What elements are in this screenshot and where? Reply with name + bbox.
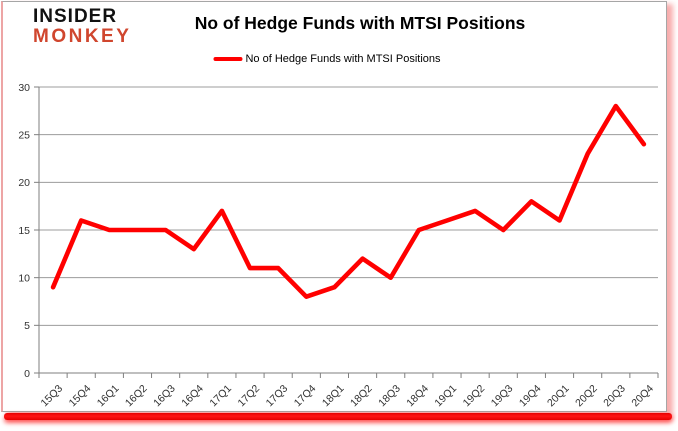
x-tick-label: 17Q3 <box>264 383 291 410</box>
insider-monkey-logo: INSIDER MONKEY <box>33 7 131 46</box>
x-tick-label: 17Q4 <box>292 383 319 410</box>
x-tick-label: 18Q1 <box>320 383 347 410</box>
x-tick-label: 18Q3 <box>376 383 403 410</box>
x-tick-label: 17Q1 <box>207 383 234 410</box>
legend: No of Hedge Funds with MTSI Positions <box>213 53 441 65</box>
logo-line2: MONKEY <box>33 25 132 47</box>
y-tick-label: 5 <box>24 320 30 332</box>
y-tick-label: 25 <box>18 129 30 141</box>
x-tick-label: 20Q1 <box>545 383 572 410</box>
x-tick-label: 20Q2 <box>573 383 600 410</box>
x-tick-label: 19Q1 <box>432 383 459 410</box>
y-tick-label: 0 <box>24 368 30 380</box>
x-tick-label: 15Q4 <box>67 383 94 410</box>
chart-title: No of Hedge Funds with MTSI Positions <box>194 13 526 33</box>
x-tick-label: 16Q4 <box>179 383 206 410</box>
x-tick-label: 17Q2 <box>235 383 262 410</box>
x-tick-label: 20Q4 <box>629 383 656 410</box>
x-tick-label: 19Q3 <box>489 383 516 410</box>
x-tick-label: 16Q2 <box>123 383 150 410</box>
x-tick-label: 18Q2 <box>348 383 375 410</box>
x-tick-label: 20Q3 <box>601 383 628 410</box>
bottom-red-bar <box>4 413 672 420</box>
x-tick-label: 15Q3 <box>39 383 66 410</box>
series-line <box>50 103 647 300</box>
x-tick-label: 16Q3 <box>151 383 178 410</box>
y-tick-label: 30 <box>18 82 30 94</box>
chart-canvas <box>1 1 667 412</box>
legend-line-swatch <box>213 57 243 61</box>
y-tick-label: 10 <box>18 272 30 284</box>
x-tick-label: 19Q2 <box>461 383 488 410</box>
x-tick-label: 18Q4 <box>404 383 431 410</box>
legend-label: No of Hedge Funds with MTSI Positions <box>245 53 441 65</box>
x-tick-label: 16Q1 <box>95 383 122 410</box>
logo-line1: INSIDER <box>33 6 118 27</box>
x-tick-label: 19Q4 <box>517 383 544 410</box>
y-tick-label: 20 <box>18 177 30 189</box>
y-tick-label: 15 <box>18 225 30 237</box>
